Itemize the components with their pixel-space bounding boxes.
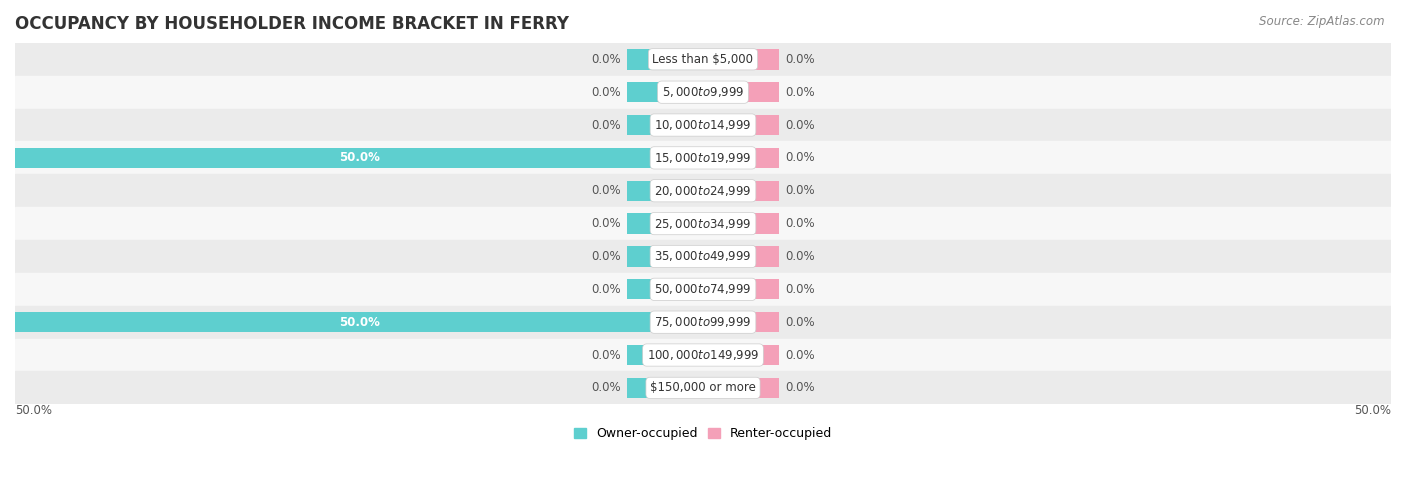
Bar xyxy=(627,213,703,234)
Text: $75,000 to $99,999: $75,000 to $99,999 xyxy=(654,315,752,329)
Bar xyxy=(15,240,1391,273)
Bar xyxy=(703,115,779,135)
Text: $100,000 to $149,999: $100,000 to $149,999 xyxy=(647,348,759,362)
Text: $20,000 to $24,999: $20,000 to $24,999 xyxy=(654,184,752,198)
Text: $50,000 to $74,999: $50,000 to $74,999 xyxy=(654,282,752,296)
Bar xyxy=(627,82,703,103)
Text: 0.0%: 0.0% xyxy=(591,283,620,296)
Bar xyxy=(627,345,703,365)
Bar xyxy=(627,49,703,69)
Text: $5,000 to $9,999: $5,000 to $9,999 xyxy=(662,85,744,99)
Bar xyxy=(703,82,779,103)
Bar xyxy=(15,306,1391,339)
Bar xyxy=(627,181,703,201)
Bar xyxy=(15,141,1391,174)
Text: Less than $5,000: Less than $5,000 xyxy=(652,53,754,66)
Text: 0.0%: 0.0% xyxy=(786,316,815,329)
Text: 50.0%: 50.0% xyxy=(339,316,380,329)
Text: 0.0%: 0.0% xyxy=(786,86,815,99)
Bar xyxy=(703,49,779,69)
Bar xyxy=(15,108,1391,141)
Bar xyxy=(15,43,1391,76)
Text: 0.0%: 0.0% xyxy=(591,184,620,197)
Text: $10,000 to $14,999: $10,000 to $14,999 xyxy=(654,118,752,132)
Text: 0.0%: 0.0% xyxy=(786,283,815,296)
Text: 0.0%: 0.0% xyxy=(591,119,620,132)
Text: 0.0%: 0.0% xyxy=(786,184,815,197)
Bar xyxy=(15,312,703,332)
Bar xyxy=(703,181,779,201)
Bar xyxy=(15,339,1391,371)
Text: $25,000 to $34,999: $25,000 to $34,999 xyxy=(654,217,752,230)
Bar xyxy=(15,148,703,168)
Text: 0.0%: 0.0% xyxy=(591,348,620,362)
Text: 0.0%: 0.0% xyxy=(786,348,815,362)
Text: 0.0%: 0.0% xyxy=(591,217,620,230)
Bar xyxy=(15,76,1391,108)
Text: Source: ZipAtlas.com: Source: ZipAtlas.com xyxy=(1260,15,1385,28)
Text: 0.0%: 0.0% xyxy=(786,382,815,394)
Text: $150,000 or more: $150,000 or more xyxy=(650,382,756,394)
Bar xyxy=(15,371,1391,404)
Text: 0.0%: 0.0% xyxy=(786,250,815,263)
Text: 50.0%: 50.0% xyxy=(1354,404,1391,417)
Bar xyxy=(627,115,703,135)
Text: 0.0%: 0.0% xyxy=(786,151,815,164)
Bar xyxy=(15,207,1391,240)
Bar xyxy=(703,378,779,398)
Bar xyxy=(703,312,779,332)
Bar xyxy=(627,378,703,398)
Bar xyxy=(703,279,779,299)
Text: OCCUPANCY BY HOUSEHOLDER INCOME BRACKET IN FERRY: OCCUPANCY BY HOUSEHOLDER INCOME BRACKET … xyxy=(15,15,569,33)
Text: 50.0%: 50.0% xyxy=(339,151,380,164)
Text: 0.0%: 0.0% xyxy=(591,382,620,394)
Text: 0.0%: 0.0% xyxy=(786,217,815,230)
Text: 0.0%: 0.0% xyxy=(591,250,620,263)
Bar xyxy=(703,213,779,234)
Text: 0.0%: 0.0% xyxy=(591,86,620,99)
Bar xyxy=(703,246,779,267)
Bar xyxy=(627,279,703,299)
Text: 50.0%: 50.0% xyxy=(15,404,52,417)
Text: 0.0%: 0.0% xyxy=(786,53,815,66)
Bar xyxy=(627,246,703,267)
Bar xyxy=(703,345,779,365)
Legend: Owner-occupied, Renter-occupied: Owner-occupied, Renter-occupied xyxy=(568,422,838,445)
Text: 0.0%: 0.0% xyxy=(591,53,620,66)
Text: $15,000 to $19,999: $15,000 to $19,999 xyxy=(654,151,752,165)
Text: 0.0%: 0.0% xyxy=(786,119,815,132)
Bar xyxy=(15,174,1391,207)
Bar xyxy=(15,273,1391,306)
Text: $35,000 to $49,999: $35,000 to $49,999 xyxy=(654,249,752,263)
Bar xyxy=(703,148,779,168)
